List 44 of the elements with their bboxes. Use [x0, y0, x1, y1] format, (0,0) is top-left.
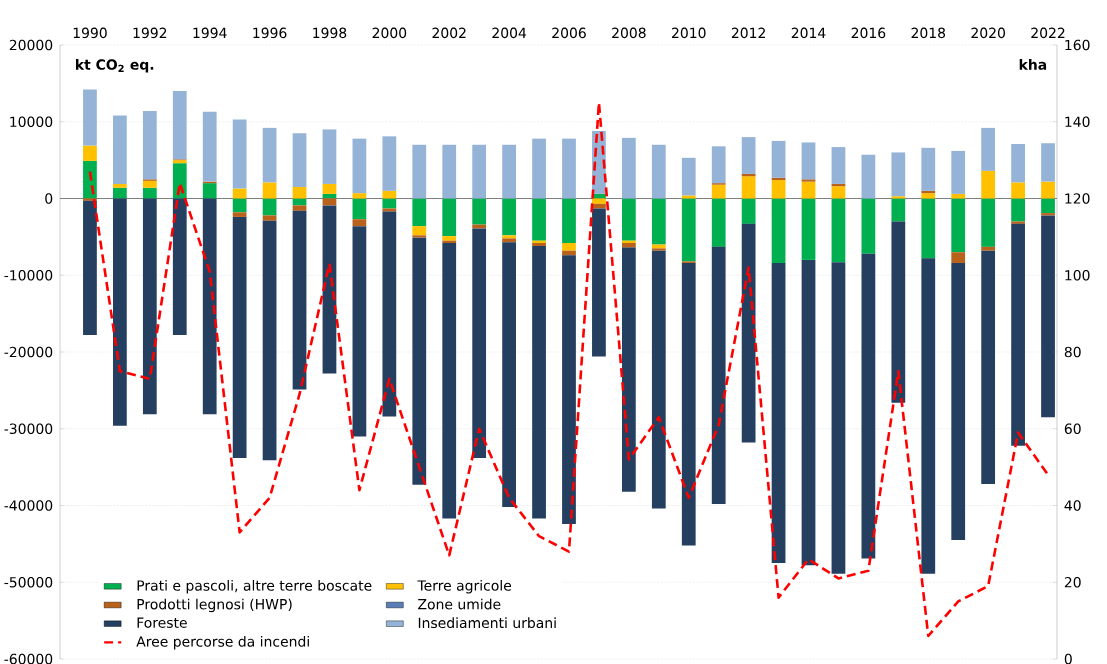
y2-tick-label: 60	[1064, 423, 1081, 435]
x-tick-label: 1990	[73, 27, 107, 39]
legend-label: Foreste	[137, 617, 187, 628]
y-tick-label: -10000	[4, 269, 53, 281]
y2-tick-label: 40	[1064, 500, 1081, 511]
y-tick-label: 0	[45, 193, 53, 204]
legend-label: Terre agricole	[417, 579, 512, 594]
legend-label: Aree percorse da incendi	[136, 635, 309, 650]
x-tick-label: 2006	[552, 27, 586, 39]
x-tick-label: 1994	[193, 27, 227, 39]
legend-label: Insediamenti urbani	[418, 617, 556, 629]
x-tick-label: 2014	[791, 27, 826, 39]
x-tick-label: 1998	[313, 27, 347, 39]
x-tick-label: 2002	[432, 27, 466, 39]
y2-tick-label: 80	[1064, 346, 1081, 358]
y-tick-label: -40000	[4, 500, 53, 511]
legend-label: Zone umide	[418, 598, 501, 610]
x-tick-label: 2018	[911, 27, 946, 39]
y-tick-label: -60000	[4, 653, 53, 664]
x-tick-label: 2008	[612, 27, 646, 39]
legend-label: Prati e pascoli, altre terre boscate	[137, 579, 372, 594]
x-tick-label: 2000	[372, 27, 407, 39]
y2-tick-label: 100	[1065, 269, 1090, 281]
x-tick-label: 1992	[133, 27, 167, 39]
y-axis-title: kt CO$_{2}$ eq.	[75, 59, 154, 73]
y2-tick-label: 0	[1064, 653, 1072, 664]
y-tick-label: 10000	[10, 116, 53, 128]
x-tick-label: 2016	[851, 27, 886, 39]
y2-axis-title: kha	[1019, 59, 1047, 70]
x-tick-label: 2022	[1031, 27, 1065, 39]
y-tick-label: -30000	[4, 423, 53, 435]
x-tick-label: 2012	[731, 27, 765, 39]
y2-tick-label: 160	[1065, 39, 1090, 51]
x-tick-label: 2010	[672, 27, 706, 39]
y-tick-label: -20000	[4, 346, 53, 358]
y2-tick-label: 120	[1065, 193, 1090, 204]
legend-label: Prodotti legnosi (HWP)	[137, 598, 292, 613]
y-tick-label: -50000	[4, 576, 53, 588]
x-tick-label: 2020	[971, 27, 1005, 39]
y2-tick-label: 140	[1065, 116, 1090, 128]
x-tick-label: 1996	[253, 27, 287, 39]
y2-tick-label: 20	[1064, 576, 1081, 588]
x-tick-label: 2004	[492, 27, 527, 39]
y-tick-label: 20000	[9, 39, 53, 51]
